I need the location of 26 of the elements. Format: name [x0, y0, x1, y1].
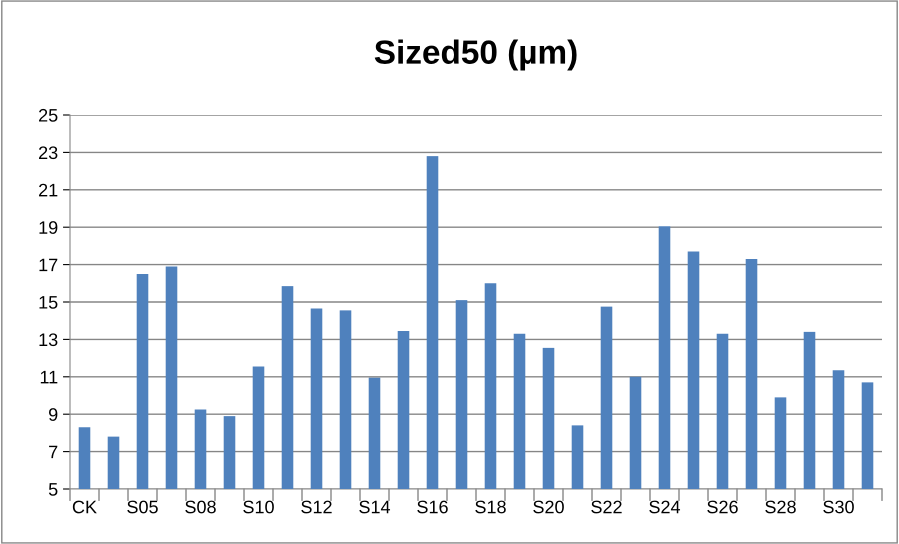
y-tick-label: 21: [39, 184, 58, 196]
x-tick-label: S30: [823, 500, 854, 514]
y-tick-label: 17: [39, 258, 58, 272]
y-tick-label: 13: [39, 333, 58, 346]
x-tick-label: CK: [72, 500, 97, 514]
x-tick-label: S16: [417, 500, 448, 514]
y-tick-label: 9: [49, 408, 58, 421]
y-tick-label: 7: [49, 446, 58, 458]
x-tick-label: S12: [301, 500, 332, 514]
x-tick-label: S18: [475, 500, 506, 514]
x-tick-label: S14: [359, 500, 390, 514]
chart-title: Sized50 (µm): [374, 39, 577, 71]
y-tick-label: 23: [39, 146, 58, 160]
x-tick-label: S20: [533, 500, 564, 514]
x-tick-label: S10: [243, 500, 274, 514]
y-tick-label: 5: [48, 483, 58, 496]
x-tick-label: S05: [127, 500, 158, 514]
x-tick-label: S24: [649, 500, 680, 514]
y-tick-label: 25: [39, 108, 58, 122]
y-tick-label: 11: [40, 370, 58, 384]
y-tick-label: 19: [39, 221, 58, 234]
x-tick-label: S22: [591, 500, 622, 514]
x-tick-label: S28: [765, 500, 796, 514]
x-tick-label: S26: [707, 500, 738, 514]
x-tick-label: S08: [185, 500, 216, 514]
y-tick-label: 15: [39, 296, 58, 309]
